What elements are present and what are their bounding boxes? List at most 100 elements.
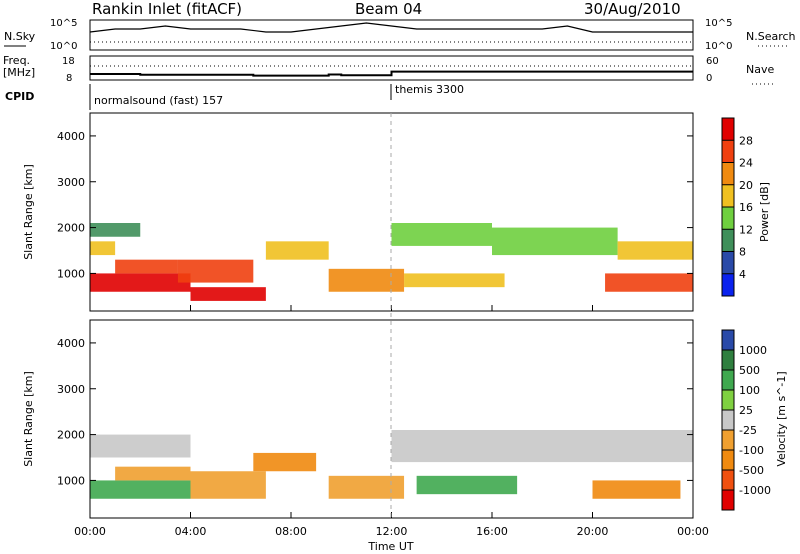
x-tick-label: 00:00: [677, 525, 709, 538]
freq-tick-top: 18: [62, 56, 75, 67]
freq-tick-bottom: 8: [66, 73, 72, 84]
frequency-panel-frame: [89, 55, 694, 81]
noise-tick-bottom-left: 10^0: [50, 41, 77, 52]
x-tick-label: 08:00: [275, 525, 307, 538]
colorbar-tick-label: -100: [739, 444, 764, 457]
y-tick-label: 4000: [57, 130, 85, 143]
colorbar-swatch: [722, 251, 734, 274]
noise-tick-top-left: 10^5: [50, 18, 77, 29]
nsky-label: N.Sky: [4, 30, 36, 43]
colorbar-swatch: [722, 229, 734, 252]
colorbar-swatch: [722, 470, 734, 490]
x-tick-label: 04:00: [175, 525, 207, 538]
velocity-panel: 1000 2000 3000 4000 Slant Range [km] 1000 50…: [22, 319, 788, 519]
noise-trace: [89, 22, 693, 33]
x-axis-label: Time UT: [367, 540, 413, 553]
colorbar-tick-label: -25: [739, 424, 757, 437]
data-band-4: [177, 259, 254, 283]
colorbar-tick-label: 8: [739, 246, 746, 259]
date-title: 30/Aug/2010: [584, 0, 681, 18]
x-tick-label: 16:00: [476, 525, 508, 538]
nave-label: Nave: [746, 63, 774, 76]
data-band-5: [190, 287, 266, 301]
data-band-1: [90, 480, 191, 499]
x-tick-label: 00:00: [74, 525, 106, 538]
data-band-9: [404, 273, 505, 288]
velocity-colorbar: 1000 500 100 25 -25 -100 -500 -1000: [721, 329, 771, 511]
nave-tick-bottom: 0: [706, 73, 712, 84]
noise-tick-top-right: 10^5: [705, 18, 732, 29]
colorbar-swatch: [722, 430, 734, 450]
data-band-12: [617, 241, 693, 260]
nsearch-label: N.Search: [746, 30, 796, 43]
colorbar-tick-label: 4: [739, 268, 746, 281]
data-band-10: [492, 227, 618, 256]
colorbar-tick-label: -500: [739, 464, 764, 477]
colorbar-swatch: [722, 162, 734, 185]
y-tick-label: 4000: [57, 337, 85, 350]
colorbar-tick-label: 24: [739, 157, 753, 170]
data-band-6: [265, 241, 329, 260]
colorbar-swatch: [722, 450, 734, 470]
y-tick-label: 3000: [57, 383, 85, 396]
data-band-7: [416, 475, 518, 495]
beam-title: Beam 04: [355, 0, 422, 18]
data-band-3: [115, 259, 178, 274]
colorbar-frame: [721, 329, 735, 511]
data-band-8: [592, 480, 681, 499]
velocity-colorbar-label: Velocity [m s^-1]: [775, 371, 788, 466]
data-band-7: [328, 268, 405, 292]
velocity-y-axis: 1000 2000 3000 4000: [57, 337, 693, 487]
colorbar-swatch: [722, 410, 734, 430]
colorbar-swatch: [722, 140, 734, 163]
noise-panel-frame: [89, 19, 694, 51]
colorbar-swatch: [722, 207, 734, 230]
noise-series-line: [89, 22, 693, 33]
x-tick-label: 20:00: [577, 525, 609, 538]
colorbar-tick-label: 12: [739, 223, 753, 236]
data-band-11: [605, 273, 693, 292]
noise-tick-bottom-right: 10^0: [705, 41, 732, 52]
colorbar-tick-label: 100: [739, 384, 760, 397]
cpid-mode-2: themis 3300: [395, 83, 464, 96]
data-band-4: [253, 452, 317, 472]
colorbar-tick-label: 1000: [739, 344, 767, 357]
x-tick-label: 12:00: [376, 525, 408, 538]
power-colorbar-label: Power [dB]: [758, 182, 771, 242]
cpid-mode-1: normalsound (fast) 157: [94, 94, 223, 107]
colorbar-tick-label: 20: [739, 179, 753, 192]
colorbar-swatch: [722, 330, 734, 350]
colorbar-tick-label: 25: [739, 404, 753, 417]
data-band-3: [190, 471, 266, 499]
y-tick-label: 1000: [57, 267, 85, 280]
power-ylabel: Slant Range [km]: [22, 164, 35, 260]
colorbar-swatch: [722, 118, 734, 141]
colorbar-tick-label: 28: [739, 134, 753, 147]
data-band-2: [90, 273, 191, 292]
colorbar-swatch: [722, 350, 734, 370]
data-band-1: [90, 223, 141, 237]
colorbar-tick-label: 500: [739, 364, 760, 377]
data-band-2: [115, 466, 191, 481]
cpid-label: CPID: [5, 90, 34, 103]
colorbar-swatch: [722, 273, 734, 296]
colorbar-tick-label: 16: [739, 201, 753, 214]
power-panel: 1000 2000 3000 4000 Slant Range [km] 4 8 12 16…: [22, 112, 771, 312]
noise-panel: N.Sky N.Search 10^5 10^0 10^5 10^0: [4, 18, 796, 52]
colorbar-tick-label: -1000: [739, 484, 771, 497]
velocity-ylabel: Slant Range [km]: [22, 371, 35, 467]
time-x-axis: 00:00 04:00 08:00 12:00 16:00 20:00 00:00: [74, 305, 709, 538]
data-band-0: [90, 241, 116, 256]
colorbar-swatch: [722, 390, 734, 410]
station-title: Rankin Inlet (fitACF): [92, 0, 242, 18]
data-band-5: [328, 475, 405, 499]
power-marks: [90, 223, 693, 301]
y-tick-label: 1000: [57, 474, 85, 487]
cpid-row: CPID normalsound (fast) 157 themis 3300: [5, 83, 464, 110]
y-tick-label: 2000: [57, 222, 85, 235]
frequency-panel: Freq. [MHz] Nave 18 8 60 0: [3, 54, 776, 85]
colorbar-swatch: [722, 184, 734, 207]
freq-unit-label: [MHz]: [3, 66, 35, 79]
freq-label: Freq.: [3, 54, 30, 67]
